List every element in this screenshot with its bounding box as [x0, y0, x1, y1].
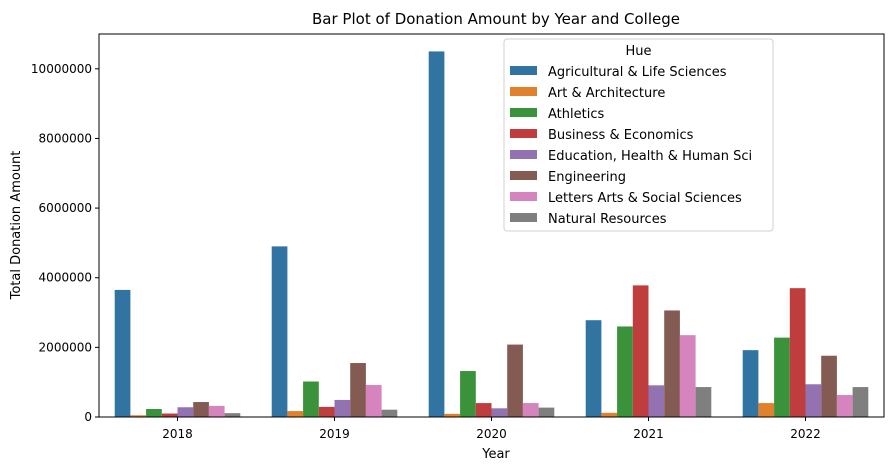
bar-2021-series-0 [585, 320, 602, 417]
bar-2020-series-3 [475, 403, 492, 417]
bar-2018-series-0 [114, 289, 131, 417]
x-tick-label: 2020 [476, 427, 507, 441]
x-axis-label: Year [481, 447, 510, 462]
bar-2019-series-4 [334, 399, 351, 417]
bar-2020-series-1 [444, 413, 461, 417]
y-tick-label: 10000000 [31, 62, 92, 76]
axes-group: 0 2000000 4000000 6000000 8000000 10000000 201… [31, 33, 885, 441]
bar-2018-series-2 [146, 408, 162, 417]
bar-2021-series-6 [679, 335, 696, 417]
bar-2020-series-5 [507, 344, 523, 417]
legend-entry-label: Agricultural & Life Sciences [548, 65, 727, 80]
bar-2022-series-4 [805, 384, 822, 417]
y-tick-label: 6000000 [39, 201, 92, 215]
x-tick-label: 2019 [319, 427, 350, 441]
bar-2019-series-0 [271, 246, 288, 417]
legend-swatch [510, 171, 537, 180]
bars-group [114, 51, 869, 417]
legend-entry-label: Art & Architecture [548, 86, 665, 101]
x-tick-label: 2018 [162, 427, 193, 441]
bar-2021-series-4 [648, 385, 665, 417]
bar-2021-series-3 [632, 285, 649, 417]
bar-2022-series-1 [758, 403, 775, 417]
bar-2020-series-6 [522, 403, 539, 417]
bar-2019-series-6 [365, 384, 382, 417]
x-tick-label: 2022 [790, 427, 821, 441]
bar-2021-series-5 [664, 310, 680, 417]
legend-swatch [510, 129, 537, 138]
y-tick-label: 0 [84, 410, 92, 424]
bar-2022-series-5 [821, 355, 837, 417]
legend-entry-label: Letters Arts & Social Sciences [548, 191, 742, 206]
bar-2022-series-2 [774, 337, 790, 417]
y-tick-label: 2000000 [39, 340, 92, 354]
bar-2018-series-7 [224, 413, 241, 417]
bar-2021-series-1 [601, 412, 618, 417]
bar-2019-series-5 [350, 363, 366, 417]
legend-entry-label: Athletics [548, 107, 604, 122]
legend-swatch [510, 87, 537, 96]
bar-2022-series-6 [836, 395, 853, 417]
bar-2018-series-6 [208, 405, 225, 417]
legend-swatch [510, 108, 537, 117]
bar-2020-series-0 [428, 51, 445, 417]
bar-2018-series-4 [177, 407, 194, 417]
x-tick-label: 2021 [633, 427, 664, 441]
bar-2021-series-2 [617, 326, 633, 417]
legend: Hue Agricultural & Life Sciences Art & Arc… [503, 38, 774, 232]
legend-swatch [510, 150, 537, 159]
bar-2022-series-3 [789, 288, 806, 417]
legend-swatch [510, 66, 537, 75]
y-axis-label: Total Donation Amount [9, 151, 24, 301]
legend-entry-label: Education, Health & Human Sci [548, 149, 752, 164]
bar-2018-series-3 [161, 413, 178, 417]
bar-2019-series-3 [318, 406, 335, 417]
y-tick-label: 8000000 [39, 131, 92, 145]
legend-entry-label: Business & Economics [548, 128, 694, 143]
bar-2022-series-7 [852, 387, 869, 417]
bar-2019-series-2 [303, 381, 319, 417]
bar-2019-series-7 [381, 409, 398, 417]
bar-2020-series-2 [460, 371, 476, 417]
bar-2021-series-7 [695, 387, 712, 417]
bar-2018-series-5 [193, 402, 209, 417]
bar-2018-series-1 [130, 415, 147, 417]
legend-entry-label: Natural Resources [548, 212, 667, 227]
bar-2022-series-0 [742, 350, 759, 417]
chart-title: Bar Plot of Donation Amount by Year and … [312, 10, 680, 28]
legend-title: Hue [625, 44, 651, 59]
legend-entry-label: Engineering [548, 170, 626, 185]
y-tick-label: 4000000 [39, 271, 92, 285]
bar-2019-series-1 [287, 411, 304, 417]
legend-box [503, 38, 774, 232]
bar-2020-series-7 [538, 407, 555, 417]
bar-2020-series-4 [491, 408, 508, 417]
legend-swatch [510, 213, 537, 222]
legend-swatch [510, 192, 537, 201]
